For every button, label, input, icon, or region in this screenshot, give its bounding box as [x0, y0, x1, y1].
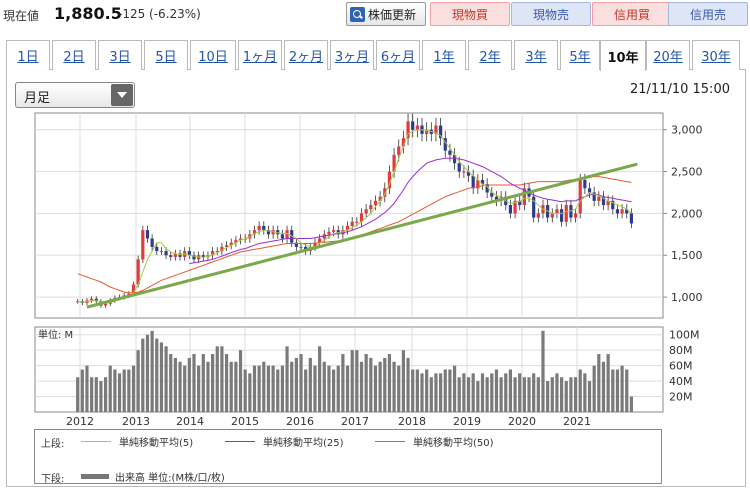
cash-buy-button[interactable]: 現物買 — [430, 2, 510, 26]
tab-3y[interactable]: 3年 — [514, 40, 558, 70]
price-change: -125 (-6.23%) — [118, 7, 201, 21]
tab-10y[interactable]: 10年 — [600, 40, 646, 71]
tab-2y[interactable]: 2年 — [468, 40, 512, 70]
legend-ma25-swatch — [225, 441, 255, 442]
legend-ma25: 単純移動平均(25) — [225, 434, 344, 449]
search-icon — [350, 6, 365, 22]
chart-panel — [6, 69, 746, 487]
tab-20y[interactable]: 20年 — [646, 40, 690, 70]
chart-legend: 上段: 単純移動平均(5) 単純移動平均(25) 単純移動平均(50) 下段: … — [34, 429, 662, 485]
legend-volume-swatch — [81, 474, 109, 479]
tab-3m[interactable]: 3ヶ月 — [330, 40, 374, 70]
tab-6m[interactable]: 6ヶ月 — [376, 40, 420, 70]
top-bar: 現在値 1,880.5 -125 (-6.23%) 株価更新 現物買 現物売 信… — [0, 0, 750, 30]
tab-1m[interactable]: 1ヶ月 — [238, 40, 282, 70]
refresh-button[interactable]: 株価更新 — [346, 2, 426, 26]
legend-ma5-swatch — [81, 441, 111, 442]
chevron-down-icon — [111, 84, 133, 106]
tab-1d[interactable]: 1日 — [6, 40, 50, 70]
price-label: 現在値 — [3, 9, 40, 23]
tab-30y[interactable]: 30年 — [692, 40, 740, 70]
chart-datetime: 21/11/10 15:00 — [630, 82, 730, 97]
period-tabs: 1日 2日 3日 5日 10日 1ヶ月 2ヶ月 3ヶ月 6ヶ月 1年 2年 3年… — [6, 40, 746, 71]
margin-sell-button[interactable]: 信用売 — [668, 2, 748, 26]
period-select[interactable]: 月足 — [15, 82, 135, 108]
tab-10d[interactable]: 10日 — [190, 40, 236, 70]
tab-3d[interactable]: 3日 — [98, 40, 142, 70]
legend-upper-label: 上段: — [41, 439, 65, 450]
legend-lower-label: 下段: — [41, 474, 65, 485]
period-select-value: 月足 — [24, 91, 51, 106]
legend-ma50-swatch — [375, 441, 405, 442]
legend-volume: 出来高 単位:(M株/口/枚) — [81, 469, 225, 484]
tab-2m[interactable]: 2ヶ月 — [284, 40, 328, 70]
price-value: 1,880.5 — [54, 4, 122, 23]
margin-buy-button[interactable]: 信用買 — [592, 2, 672, 26]
tab-5y[interactable]: 5年 — [560, 40, 600, 70]
tab-2d[interactable]: 2日 — [52, 40, 96, 70]
legend-ma50: 単純移動平均(50) — [375, 434, 494, 449]
tab-1y[interactable]: 1年 — [422, 40, 466, 70]
refresh-label: 株価更新 — [368, 7, 417, 22]
tab-5d[interactable]: 5日 — [144, 40, 188, 70]
legend-ma5: 単純移動平均(5) — [81, 434, 193, 449]
cash-sell-button[interactable]: 現物売 — [511, 2, 591, 26]
